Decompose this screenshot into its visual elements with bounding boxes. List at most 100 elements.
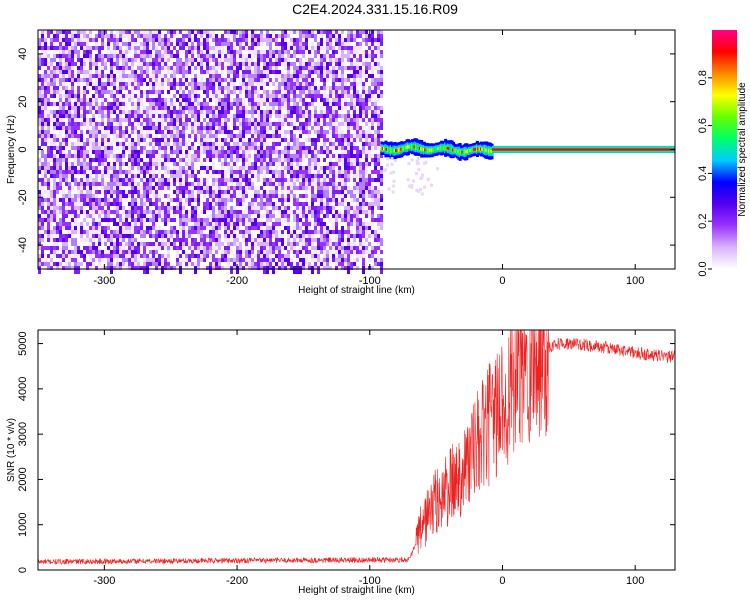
spectrogram-cell [212,234,215,238]
spectrogram-cell [182,110,185,114]
spectrogram-cell [101,162,104,166]
spectrogram-cell [92,110,95,114]
spectrogram-cell [263,170,266,174]
spectrogram-cell [149,218,152,222]
spectrogram-cell [197,266,200,270]
spectrogram-cell [185,166,188,170]
spectrogram-cell [38,82,41,86]
spectrogram-cell [119,110,122,114]
spectrogram-cell [128,206,131,210]
spectrogram-cell [161,262,164,266]
spectrogram-cell [263,98,266,102]
spectrogram-cell [275,242,278,246]
spectrogram-cell [146,246,149,250]
spectrogram-cell [98,94,101,98]
spectrogram-cell [191,262,194,266]
spectrogram-cell [128,54,131,58]
spectrogram-cell [257,182,260,186]
spectrogram-cell [257,194,260,198]
spectrogram-cell [278,258,281,262]
spectrogram-cell [47,82,50,86]
spectrogram-cell [41,250,44,254]
spectrogram-cell [281,150,284,154]
spectrogram-cell [200,154,203,158]
spectrogram-cell [38,174,41,178]
spectrogram-cell [176,130,179,134]
spectrogram-cell [272,130,275,134]
spectrogram-cell [104,106,107,110]
spectrogram-cell [278,78,281,82]
spectrogram-cell [68,194,71,198]
spectrogram-cell [155,102,158,106]
spectrogram-cell [113,206,116,210]
spectrogram-cell [41,50,44,54]
spectrogram-cell [284,150,287,154]
spectrogram-cell [242,42,245,46]
spectrogram-cell [125,54,128,58]
spectrogram-cell [134,246,137,250]
spectrogram-cell [128,98,131,102]
spectrogram-cell [62,98,65,102]
spectrogram-cell [89,70,92,74]
spectrogram-cell [101,66,104,70]
spectrogram-cell [167,134,170,138]
spectrogram-cell [116,150,119,154]
spectrogram-cell [179,262,182,266]
spectrogram-cell [128,142,131,146]
spectrogram-cell [119,202,122,206]
spectrogram-cell [89,146,92,150]
spectrogram-cell [152,118,155,122]
spectrogram-cell [155,94,158,98]
spectrogram-cell [278,170,281,174]
spectrogram-cell [155,54,158,58]
spectrogram-cell [101,158,104,162]
spectrogram-cell [176,50,179,54]
spectrogram-cell [59,258,62,262]
spectrogram-cell [83,62,86,66]
spectrogram-cell [122,70,125,74]
spectrogram-cell [239,58,242,62]
spectrogram-cell [245,198,248,202]
spectrogram-cell [86,110,89,114]
spectrogram-cell [89,222,92,226]
spectrogram-cell [263,118,266,122]
spectrogram-cell [251,190,254,194]
spectrogram-cell [203,66,206,70]
spectrogram-cell [242,174,245,178]
spectrogram-cell [53,150,56,154]
spectrogram-cell [272,38,275,42]
spectrogram-cell [173,30,176,34]
spectrogram-cell [182,226,185,230]
spectrogram-cell [146,254,149,258]
spectrogram-cell [176,206,179,210]
spectrogram-cell [176,254,179,258]
spectrogram-cell [86,170,89,174]
spectrogram-cell [203,58,206,62]
spectrogram-cell [188,134,191,138]
spectrogram-cell [44,78,47,82]
spectrogram-cell [140,98,143,102]
spectrogram-cell [233,86,236,90]
spectrogram-cell [242,150,245,154]
spectrogram-cell [203,106,206,110]
spectrogram-cell [62,74,65,78]
spectrogram-cell [119,246,122,250]
spectrogram-cell [89,114,92,118]
spectrogram-cell [101,130,104,134]
spectrogram-cell [122,46,125,50]
spectrogram-cell [158,210,161,214]
spectrogram-cell [188,74,191,78]
spectrogram-cell [200,94,203,98]
spectrogram-cell [254,158,257,162]
spectrogram-cell [80,262,83,266]
spectrogram-cell [191,202,194,206]
spectrogram-cell [110,142,113,146]
spectrogram-cell [86,246,89,250]
spectrogram-cell [203,134,206,138]
spectrogram-cell [275,102,278,106]
spectrogram-cell [281,170,284,174]
spectrogram-cell [257,142,260,146]
spectrogram-cell [149,178,152,182]
spectrogram-cell [176,182,179,186]
spectrogram-cell [131,38,134,42]
